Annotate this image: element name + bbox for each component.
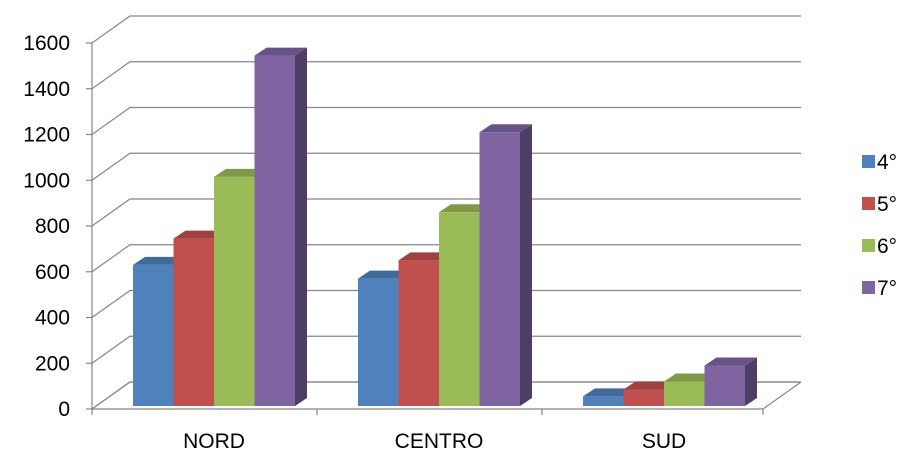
bar-top-7°-CENTRO: [479, 124, 532, 133]
floor-right-edge: [762, 381, 802, 410]
gridlines: [91, 15, 801, 410]
legend: 4° 5° 6° 7°: [862, 151, 897, 300]
bar-side-7°-SUD: [745, 357, 757, 406]
bar-top-4°-NORD: [133, 256, 186, 265]
bar-6°-NORD[interactable]: [214, 176, 255, 406]
bar-5°-NORD[interactable]: [173, 238, 215, 406]
bar-top-6°-SUD: [664, 373, 717, 382]
bar-top-5°-SUD: [623, 381, 676, 390]
gridline: [91, 289, 801, 318]
legend-label: 5°: [877, 193, 897, 216]
y-tick-label: 0: [58, 398, 70, 421]
bar-side-7°-CENTRO: [520, 124, 532, 407]
y-tick-label: 600: [35, 261, 70, 284]
bar-top-6°-NORD: [214, 168, 267, 177]
legend-item[interactable]: 5°: [862, 193, 897, 216]
bar-top-5°-NORD: [173, 230, 226, 239]
bar-4°-CENTRO[interactable]: [358, 278, 399, 406]
gridline: [91, 152, 801, 181]
bar-side-7°-NORD: [295, 47, 307, 407]
legend-label: 7°: [877, 277, 897, 300]
gridline: [91, 61, 801, 90]
bar-7°-NORD[interactable]: [254, 55, 296, 407]
legend-label: 6°: [877, 235, 897, 258]
legend-swatch: [862, 197, 875, 210]
gridline: [91, 15, 801, 44]
x-category-label: CENTRO: [395, 430, 484, 453]
gridline: [91, 198, 801, 227]
bars: [133, 47, 757, 407]
bar-top-5°-CENTRO: [398, 252, 451, 261]
bar-top-4°-SUD: [583, 388, 636, 397]
y-tick-label: 400: [35, 307, 70, 330]
bar-top-7°-SUD: [704, 357, 757, 366]
legend-item[interactable]: 6°: [862, 235, 897, 258]
bar-7°-CENTRO[interactable]: [479, 132, 521, 406]
legend-label: 4°: [877, 151, 897, 174]
axes: [86, 42, 764, 415]
bar-5°-SUD[interactable]: [623, 389, 665, 406]
y-tick-label: 200: [35, 352, 70, 375]
bar-top-4°-CENTRO: [358, 270, 411, 279]
legend-swatch: [862, 281, 875, 294]
y-tick-label: 1200: [23, 124, 70, 147]
x-category-label: SUD: [642, 430, 686, 453]
y-tick-label: 800: [35, 215, 70, 238]
gridline: [91, 381, 801, 410]
bar-6°-SUD[interactable]: [664, 381, 705, 406]
legend-swatch: [862, 239, 875, 252]
gridline: [91, 335, 801, 364]
bar-6°-CENTRO[interactable]: [439, 212, 480, 406]
bar-4°-NORD[interactable]: [133, 264, 174, 406]
gridline: [91, 106, 801, 135]
y-tick-label: 1000: [23, 169, 70, 192]
legend-swatch: [862, 155, 875, 168]
gridline: [91, 244, 801, 273]
y-tick-label: 1400: [23, 78, 70, 101]
y-tick-labels: 0 200 400 600 800 1000 1200 1400 1600: [23, 32, 70, 421]
bar-7°-SUD[interactable]: [704, 365, 746, 406]
x-category-labels: NORD CENTRO SUD: [183, 430, 686, 453]
bar-4°-SUD[interactable]: [583, 396, 624, 406]
bar-top-7°-NORD: [254, 47, 307, 56]
y-tick-label: 1600: [23, 32, 70, 55]
legend-item[interactable]: 7°: [862, 277, 897, 300]
legend-item[interactable]: 4°: [862, 151, 897, 174]
bar-top-6°-CENTRO: [439, 204, 492, 213]
bar-5°-CENTRO[interactable]: [398, 260, 440, 406]
x-category-label: NORD: [183, 430, 245, 453]
